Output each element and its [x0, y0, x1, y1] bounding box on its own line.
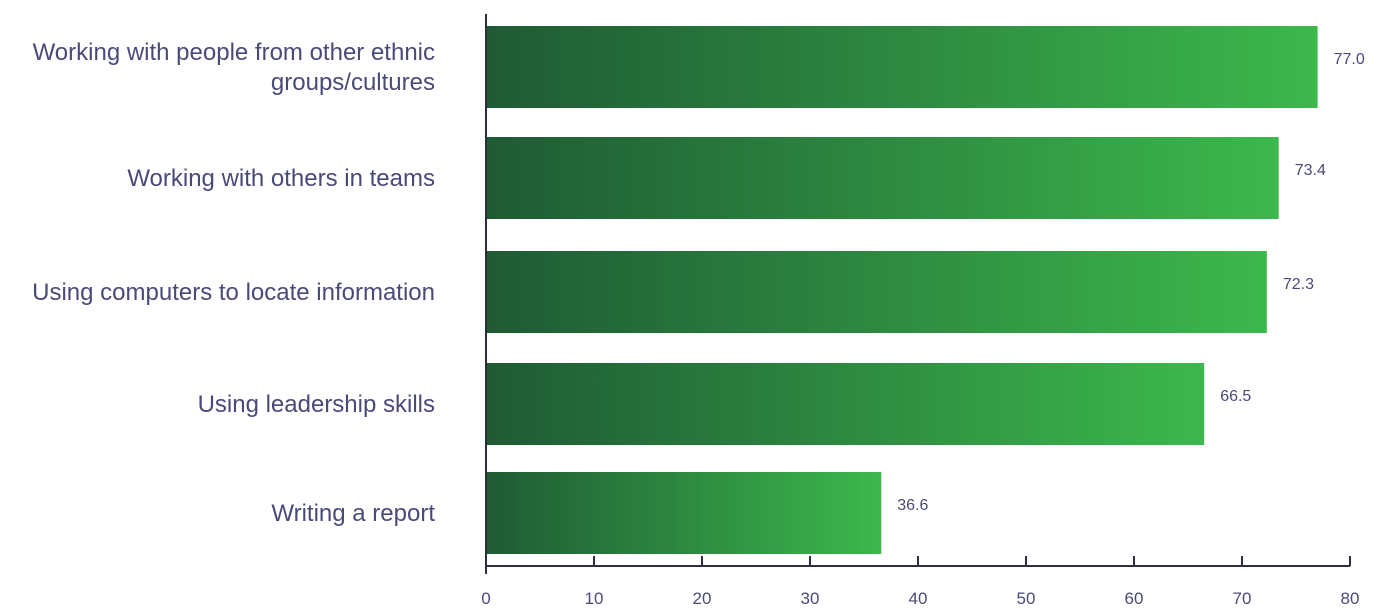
- category-label: groups/cultures: [271, 69, 435, 96]
- bar-2: [486, 137, 1279, 219]
- value-label: 77.0: [1334, 51, 1365, 68]
- x-tick-label: 10: [585, 589, 604, 608]
- value-label: 66.5: [1220, 388, 1251, 405]
- bars-layer: [486, 26, 1318, 554]
- category-label: Writing a report: [271, 500, 435, 527]
- value-label: 36.6: [897, 497, 928, 514]
- x-tick-label: 50: [1017, 589, 1036, 608]
- bar-1: [486, 26, 1318, 108]
- value-label: 73.4: [1295, 162, 1326, 179]
- bar-5: [486, 472, 882, 554]
- category-label: Using leadership skills: [198, 391, 435, 418]
- value-labels: 77.0 73.4 72.3 66.5 36.6: [897, 51, 1365, 514]
- x-tick-label: 30: [801, 589, 820, 608]
- x-tick-label: 70: [1233, 589, 1252, 608]
- axes: 0 10 20 30 40 50 60 70 80: [481, 14, 1359, 608]
- bar-3: [486, 251, 1267, 333]
- category-label: Working with people from other ethnic: [33, 39, 435, 66]
- category-label: Using computers to locate information: [32, 279, 435, 306]
- x-tick-label: 80: [1341, 589, 1360, 608]
- x-tick-label: 20: [693, 589, 712, 608]
- category-label: Working with others in teams: [127, 165, 435, 192]
- x-tick-label: 40: [909, 589, 928, 608]
- category-labels: Working with people from other ethnic gro…: [32, 39, 435, 527]
- bar-4: [486, 363, 1205, 445]
- x-tick-label: 60: [1125, 589, 1144, 608]
- x-tick-label: 0: [481, 589, 490, 608]
- value-label: 72.3: [1283, 276, 1314, 293]
